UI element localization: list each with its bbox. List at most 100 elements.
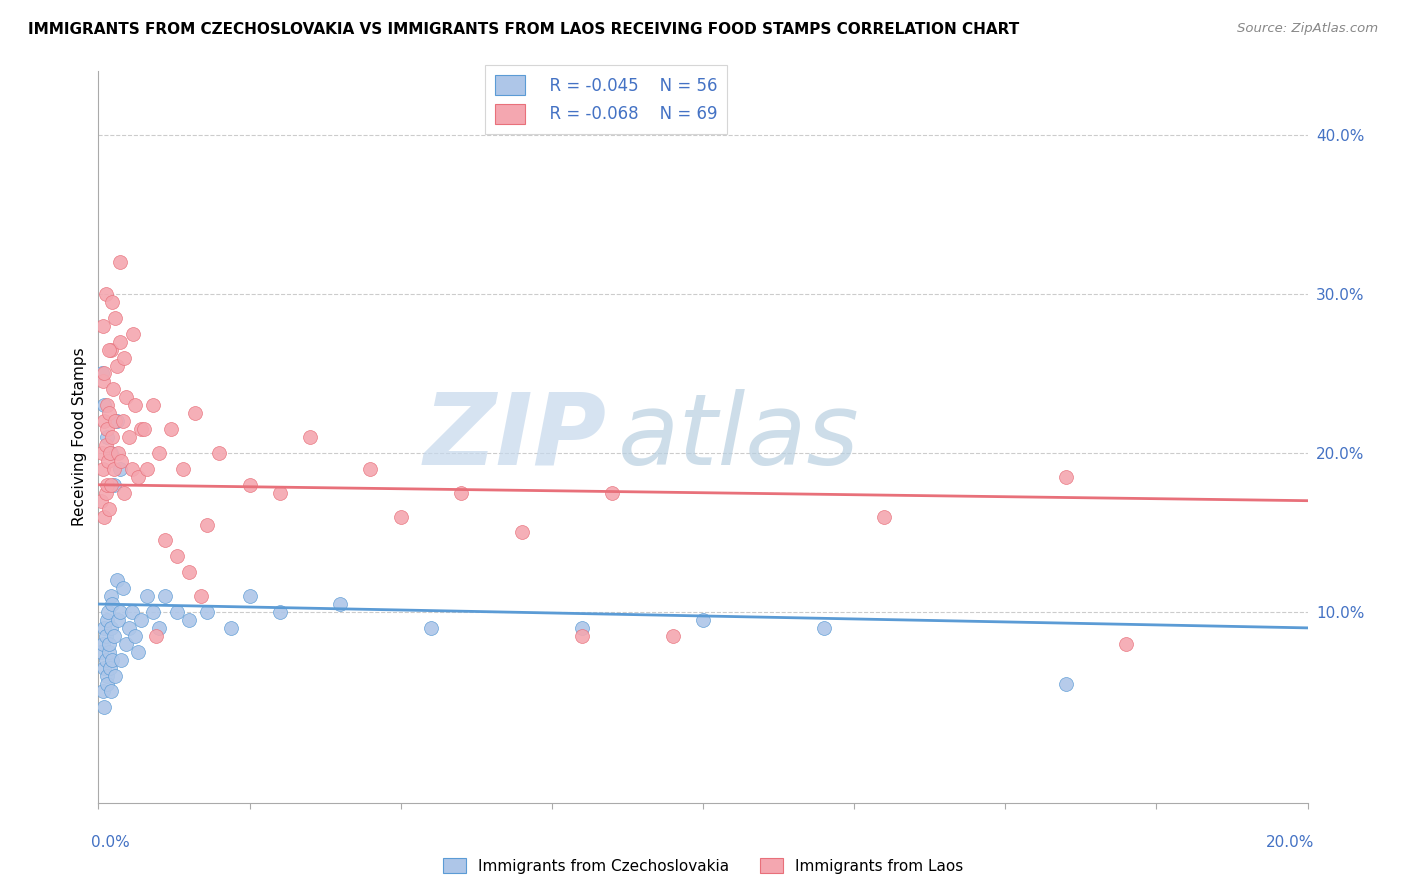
Point: [153, 533, 176, 548]
Point: [114, 637, 136, 651]
Point: [93, 367, 115, 381]
Point: [166, 549, 188, 564]
Point: [208, 446, 231, 460]
Point: [94, 287, 117, 301]
Point: [129, 422, 152, 436]
Point: [108, 605, 131, 619]
Point: [142, 605, 165, 619]
Point: [111, 414, 134, 428]
Point: [108, 462, 131, 476]
Point: [1054, 470, 1077, 484]
Point: [91, 367, 114, 381]
Point: [100, 294, 122, 309]
Point: [172, 462, 194, 476]
Point: [100, 430, 122, 444]
Point: [91, 684, 114, 698]
Point: [97, 605, 120, 619]
Text: Source: ZipAtlas.com: Source: ZipAtlas.com: [1237, 22, 1378, 36]
Point: [103, 477, 125, 491]
Point: [873, 509, 896, 524]
Text: IMMIGRANTS FROM CZECHOSLOVAKIA VS IMMIGRANTS FROM LAOS RECEIVING FOOD STAMPS COR: IMMIGRANTS FROM CZECHOSLOVAKIA VS IMMIGR…: [28, 22, 1019, 37]
Point: [121, 605, 143, 619]
Point: [124, 629, 146, 643]
Point: [110, 454, 132, 468]
Point: [166, 605, 188, 619]
Point: [1054, 676, 1077, 690]
Point: [101, 383, 124, 397]
Point: [103, 629, 125, 643]
Point: [114, 390, 136, 404]
Point: [329, 597, 352, 611]
Point: [96, 629, 118, 643]
Point: [93, 509, 115, 524]
Point: [91, 446, 114, 460]
Point: [96, 430, 118, 444]
Point: [105, 414, 128, 428]
Point: [153, 589, 176, 603]
Point: [145, 629, 167, 643]
Point: [112, 351, 135, 365]
Point: [98, 660, 121, 674]
Point: [389, 509, 412, 524]
Y-axis label: Receiving Food Stamps: Receiving Food Stamps: [72, 348, 87, 526]
Point: [110, 653, 132, 667]
Point: [692, 613, 714, 627]
Point: [299, 430, 322, 444]
Point: [127, 470, 149, 484]
Point: [813, 621, 835, 635]
Point: [420, 621, 443, 635]
Point: [103, 462, 125, 476]
Point: [96, 485, 118, 500]
Point: [184, 406, 207, 420]
Point: [100, 446, 122, 460]
Point: [118, 430, 141, 444]
Point: [105, 359, 128, 373]
Point: [91, 462, 114, 476]
Point: [108, 334, 131, 349]
Point: [107, 446, 129, 460]
Point: [100, 621, 122, 635]
Point: [100, 684, 122, 698]
Point: [98, 637, 121, 651]
Point: [510, 525, 533, 540]
Point: [122, 326, 145, 341]
Point: [179, 566, 201, 580]
Point: [195, 517, 218, 532]
Point: [269, 605, 291, 619]
Point: [100, 477, 122, 491]
Point: [96, 422, 118, 436]
Point: [239, 589, 262, 603]
Point: [98, 501, 121, 516]
Point: [190, 589, 212, 603]
Point: [96, 398, 118, 412]
Point: [97, 645, 120, 659]
Point: [93, 398, 115, 412]
Point: [98, 446, 121, 460]
Point: [96, 613, 118, 627]
Point: [91, 318, 114, 333]
Point: [195, 605, 218, 619]
Point: [93, 621, 115, 635]
Point: [571, 629, 593, 643]
Point: [105, 573, 128, 587]
Point: [360, 462, 382, 476]
Point: [118, 621, 141, 635]
Point: [1115, 637, 1137, 651]
Point: [93, 414, 115, 428]
Point: [571, 621, 593, 635]
Point: [127, 645, 149, 659]
Point: [90, 493, 112, 508]
Point: [91, 375, 114, 389]
Point: [90, 645, 112, 659]
Point: [104, 310, 127, 325]
Point: [104, 414, 127, 428]
Point: [97, 406, 120, 420]
Point: [135, 462, 157, 476]
Point: [129, 613, 152, 627]
Point: [111, 581, 134, 595]
Point: [602, 485, 624, 500]
Point: [239, 477, 262, 491]
Point: [104, 668, 127, 682]
Point: [91, 637, 114, 651]
Point: [100, 653, 122, 667]
